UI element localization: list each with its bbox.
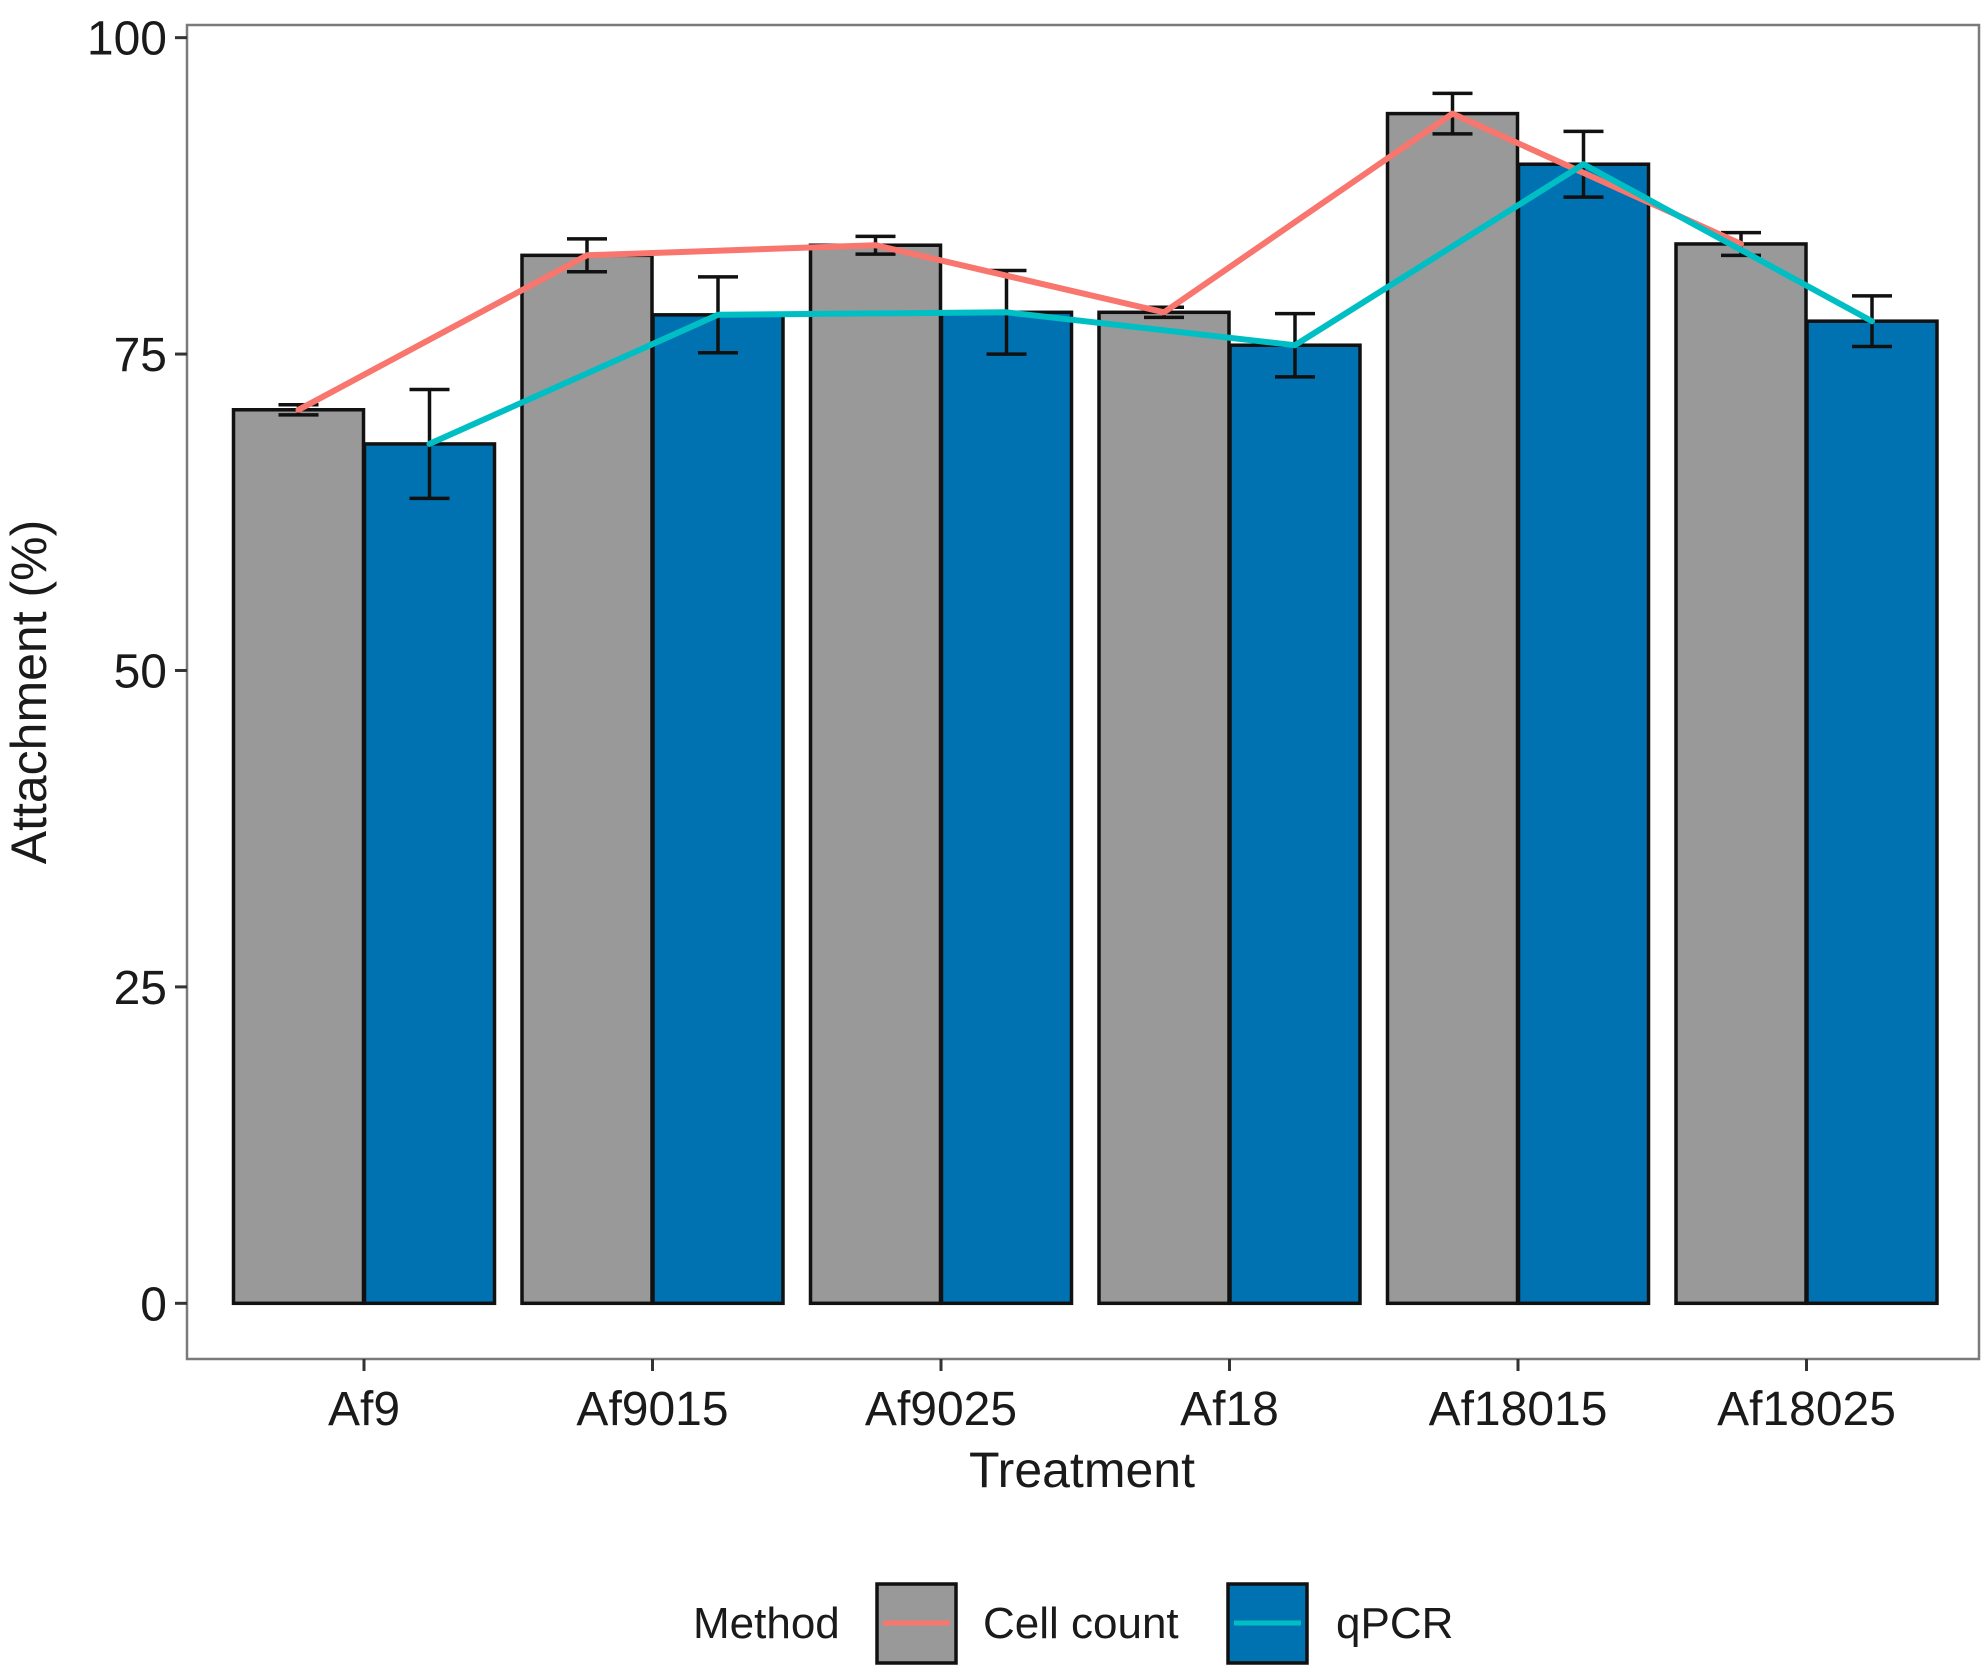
y-tick-label-0: 0 <box>140 1278 167 1331</box>
y-axis-title: Attachment (%) <box>1 520 57 865</box>
x-tick-label-af9025: Af9025 <box>865 1383 1017 1436</box>
x-tick-label-af18025: Af18025 <box>1717 1383 1896 1436</box>
bar-cell-count-af18 <box>1097 310 1231 1306</box>
error-bars-layer <box>278 91 1892 501</box>
bar-qpcr-af9025 <box>939 310 1074 1306</box>
plot-panel-border <box>185 23 1981 1361</box>
bar-qpcr-af18 <box>1228 343 1362 1306</box>
trend-line-qpcr <box>426 161 1875 447</box>
legend-label-cell-count: Cell count <box>983 1599 1179 1648</box>
bar-cell-count-af18025 <box>1674 242 1808 1306</box>
trend-line-cell-count <box>295 110 1744 413</box>
x-tick-label-af18: Af18 <box>1180 1383 1279 1436</box>
x-tick-label-af9: Af9 <box>328 1383 400 1436</box>
bar-cell-count-af9015 <box>520 253 654 1306</box>
legend-title: Method <box>693 1599 840 1648</box>
legend-label-qpcr: qPCR <box>1336 1599 1453 1648</box>
x-tick-label-af18015: Af18015 <box>1429 1383 1608 1436</box>
y-tick-label-50: 50 <box>114 645 167 698</box>
bar-cell-count-af9 <box>231 408 366 1306</box>
bar-qpcr-af18025 <box>1805 319 1939 1306</box>
bar-qpcr-af9015 <box>651 313 785 1306</box>
bar-qpcr-af18015 <box>1516 162 1651 1306</box>
bar-cell-count-af18015 <box>1385 111 1520 1306</box>
legend: Method Cell count qPCR <box>693 1582 1453 1665</box>
x-tick-label-af9015: Af9015 <box>576 1383 728 1436</box>
y-tick-label-100: 100 <box>87 13 167 66</box>
trend-lines-layer <box>295 110 1875 447</box>
bars-layer <box>231 111 1939 1306</box>
bar-qpcr-af9 <box>362 442 497 1306</box>
bar-cell-count-af9025 <box>808 243 943 1306</box>
x-axis: Af9 Af9015 Af9025 Af18 Af18015 Af18025 <box>328 1359 1896 1436</box>
y-tick-label-25: 25 <box>114 962 167 1015</box>
y-axis: 0 25 50 75 100 <box>87 13 187 1331</box>
y-tick-label-75: 75 <box>114 329 167 382</box>
x-axis-title: Treatment <box>969 1442 1195 1498</box>
